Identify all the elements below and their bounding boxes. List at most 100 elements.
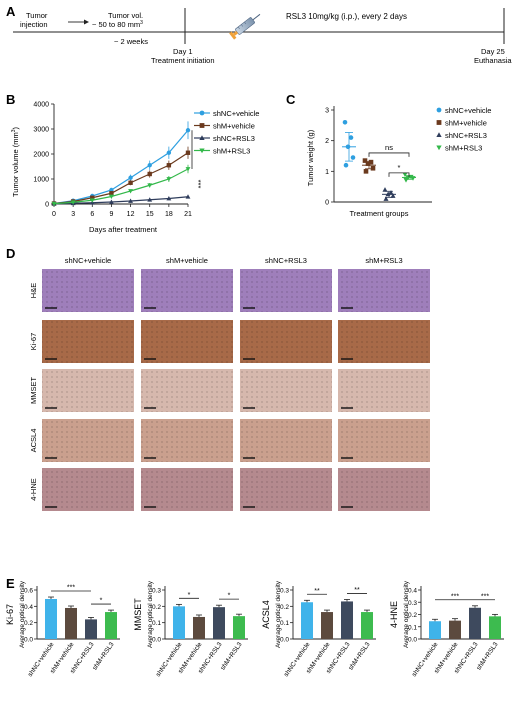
panel-label-d: D [6, 246, 15, 261]
chart-e-bar [429, 621, 441, 639]
chart-b-point [185, 150, 191, 155]
panel-e-charts: Ki-67 Average optical density0.00.20.40.6… [5, 580, 504, 678]
histology-row-label: Ki-67 [29, 333, 38, 351]
chart-e-ytick-label: 0.2 [280, 604, 289, 611]
histology-image-texture [42, 468, 134, 511]
chart-e-comparison-label: *** [451, 593, 459, 600]
chart-b-ytick-label: 2000 [33, 152, 49, 159]
chart-e-comparison-label: ** [314, 588, 320, 595]
chart-b-point [147, 163, 152, 168]
chart-e-title: Ki-67 [5, 604, 15, 625]
chart-e-ytick-label: 0.3 [152, 588, 161, 595]
chart-b-point [128, 198, 133, 203]
timeline-rsl3-dose: RSL3 10mg/kg (i.p.), every 2 days [286, 12, 407, 21]
chart-b-ytick-label: 3000 [33, 127, 49, 134]
chart-b-xtick-label: 15 [146, 211, 154, 218]
legend-b-label: shM+RSL3 [213, 147, 250, 156]
chart-c-point [410, 176, 416, 181]
chart-b-xtick-label: 12 [127, 211, 135, 218]
chart-e-bar [469, 607, 481, 639]
chart-c-point [403, 177, 409, 183]
histology-image-texture [141, 269, 233, 312]
chart-e-ylabel: Average optical density [275, 580, 282, 648]
chart-e-comparison-label: * [188, 592, 191, 599]
chart-e-bar [449, 620, 461, 639]
timeline-tumor-vol-line2: ~ 50 to 80 mm3 [92, 20, 143, 29]
chart-b-point [89, 198, 95, 203]
chart-e-bar [361, 612, 373, 639]
chart-c-comparison-bracket [368, 152, 410, 157]
chart-e-comparison-label: *** [481, 593, 489, 600]
legend-b-marker [199, 135, 205, 141]
chart-c-ylabel: Tumor weight (g) [306, 129, 315, 186]
histology-image-texture [141, 419, 233, 462]
histology-image-texture [240, 468, 332, 511]
chart-c-point [363, 169, 369, 174]
chart-e-bar [321, 612, 333, 639]
timeline-weeks: ~ 2 weeks [114, 37, 148, 46]
chart-c-ytick-label: 0 [325, 200, 329, 207]
chart-e-ytick-label: 0.1 [408, 624, 417, 631]
timeline-arrow-head [84, 19, 89, 25]
legend-b-label: shNC+RSL3 [213, 134, 255, 143]
syringe-icon [229, 13, 261, 40]
histology-image-texture [141, 369, 233, 412]
histology-image-texture [42, 269, 134, 312]
legend-b-label: shNC+vehicle [213, 109, 259, 118]
chart-c-point [370, 165, 376, 171]
legend-b-marker [199, 110, 205, 116]
legend-c-marker [436, 132, 442, 138]
chart-c-point [365, 161, 371, 166]
histology-image-texture [240, 269, 332, 312]
histology-column-header: shM+vehicle [166, 256, 208, 265]
chart-c-comparison-bracket [388, 172, 410, 177]
chart-b-series-line [53, 168, 189, 205]
chart-b-xtick-label: 3 [71, 211, 75, 218]
chart-e-bar [65, 607, 77, 639]
panel-b: B Tumor volume (mm3) Days after treatmen… [6, 92, 259, 234]
timeline-treatment-initiation: Treatment initiation [151, 56, 215, 65]
chart-b-point [70, 200, 76, 205]
chart-e-comparison-label: * [100, 598, 103, 605]
legend-c-label: shNC+RSL3 [445, 131, 487, 140]
chart-e-ytick-label: 0.4 [24, 604, 33, 611]
chart-b-ytick-label: 1000 [33, 177, 49, 184]
legend-c-marker [436, 120, 442, 125]
histology-grid: shNC+vehicle shM+vehicle shNC+RSL3 shM+RSL3… [29, 256, 430, 511]
chart-b-xtick-label: 9 [109, 211, 113, 218]
chart-b-point [166, 150, 172, 155]
chart-e-ytick-label: 0.2 [408, 612, 417, 619]
chart-b-point [166, 163, 172, 168]
legend-b-label: shM+vehicle [213, 122, 255, 131]
chart-c-point [383, 196, 389, 201]
chart-e-comparison-label: *** [67, 584, 75, 591]
histology-image-texture [338, 269, 430, 312]
chart-e-bar [105, 612, 117, 639]
timeline-day1: Day 1 [173, 47, 193, 56]
histology-image-texture [42, 369, 134, 412]
legend-c-label: shM+RSL3 [445, 144, 482, 153]
chart-b-ylabel: Tumor volume (mm3) [11, 126, 20, 197]
chart-c-plot: 0 1 2 3 ns * [325, 106, 432, 207]
chart-c-comparison-label: * [398, 163, 401, 172]
chart-e-ytick-label: 0.0 [24, 637, 33, 644]
histology-image-texture [42, 419, 134, 462]
histology-image-texture [240, 320, 332, 363]
chart-b-xtick-label: 6 [90, 211, 94, 218]
chart-e-ytick-label: 0.1 [280, 620, 289, 627]
histology-image-texture [240, 369, 332, 412]
chart-e-bar [489, 616, 501, 639]
chart-b-point [185, 128, 191, 133]
chart-c-point [368, 159, 374, 165]
chart-b-point [51, 201, 57, 207]
chart-c-point [350, 155, 356, 160]
legend-c-marker [436, 145, 442, 151]
panel-e: E Ki-67 Average optical density0.00.20.40… [5, 576, 504, 678]
chart-e-ylabel: Average optical density [147, 580, 154, 648]
chart-b-point [166, 195, 172, 201]
timeline-euthanasia: Euthanasia [474, 56, 512, 65]
chart-c-point [343, 162, 349, 168]
chart-c-legend: shNC+vehicle shM+vehicle shNC+RSL3 shM+RSL3 [436, 106, 491, 153]
legend-b-marker [199, 148, 205, 154]
chart-e-bar [341, 601, 353, 639]
